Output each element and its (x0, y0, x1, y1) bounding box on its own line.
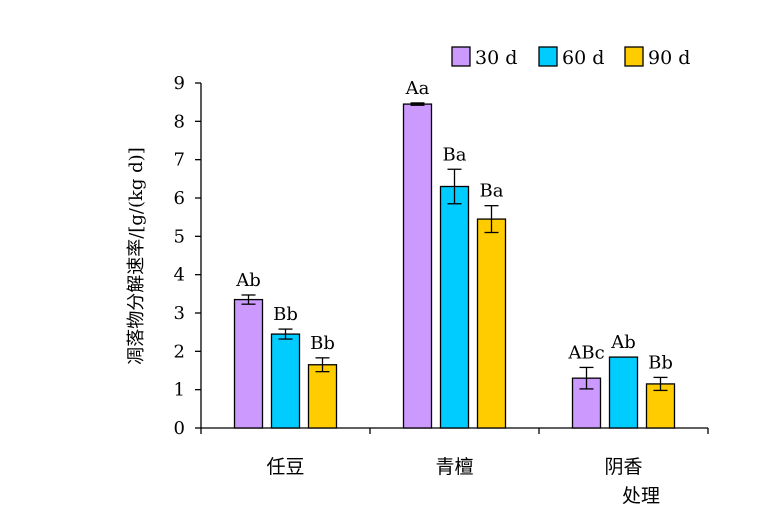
y-tick-label: 1 (174, 380, 185, 401)
y-tick-label: 3 (174, 303, 185, 324)
legend: 30 d 60 d 90 d (451, 46, 690, 69)
y-tick-label: 8 (174, 111, 185, 132)
y-axis-title: 凋落物分解速率/[g/(kg d)] (126, 147, 147, 364)
data-label: Bb (648, 352, 673, 373)
data-label: ABc (567, 342, 604, 363)
data-label: Bb (310, 333, 335, 354)
x-axis-title: 处理 (622, 485, 660, 507)
bar (307, 364, 338, 429)
bar (439, 185, 470, 429)
y-tick-label: 6 (174, 188, 185, 209)
data-label: Ba (480, 181, 504, 202)
bar (608, 356, 639, 429)
category-label: 青檀 (435, 456, 473, 478)
legend-label: 30 d (475, 47, 517, 69)
legend-swatch (451, 46, 471, 67)
legend-swatch (538, 46, 558, 67)
data-label: Ab (235, 270, 261, 291)
category-label: 任豆 (266, 456, 304, 478)
y-tick-label: 7 (174, 150, 185, 171)
data-label: Ba (443, 144, 467, 165)
y-tick-label: 5 (174, 226, 185, 247)
y-axis: 0 1 2 3 4 5 6 7 8 9 (174, 73, 202, 439)
bar (402, 103, 433, 429)
data-label: Ab (610, 332, 636, 353)
data-label: Bb (273, 304, 298, 325)
y-tick-label: 4 (174, 265, 185, 286)
y-tick-label: 2 (174, 341, 185, 362)
legend-swatch (624, 46, 644, 67)
y-tick-label: 9 (174, 73, 185, 94)
bars: Ab Bb Bb Aa Ba Ba ABc Ab Bb (233, 78, 676, 429)
category-label: 阴香 (604, 456, 642, 478)
bar (270, 333, 301, 429)
x-axis: 任豆 青檀 阴香 (200, 427, 709, 478)
legend-label: 60 d (562, 47, 604, 69)
data-label: Aa (405, 78, 430, 99)
bar (476, 218, 507, 429)
bar (233, 298, 264, 429)
legend-label: 90 d (648, 47, 690, 69)
y-tick-label: 0 (174, 418, 185, 439)
